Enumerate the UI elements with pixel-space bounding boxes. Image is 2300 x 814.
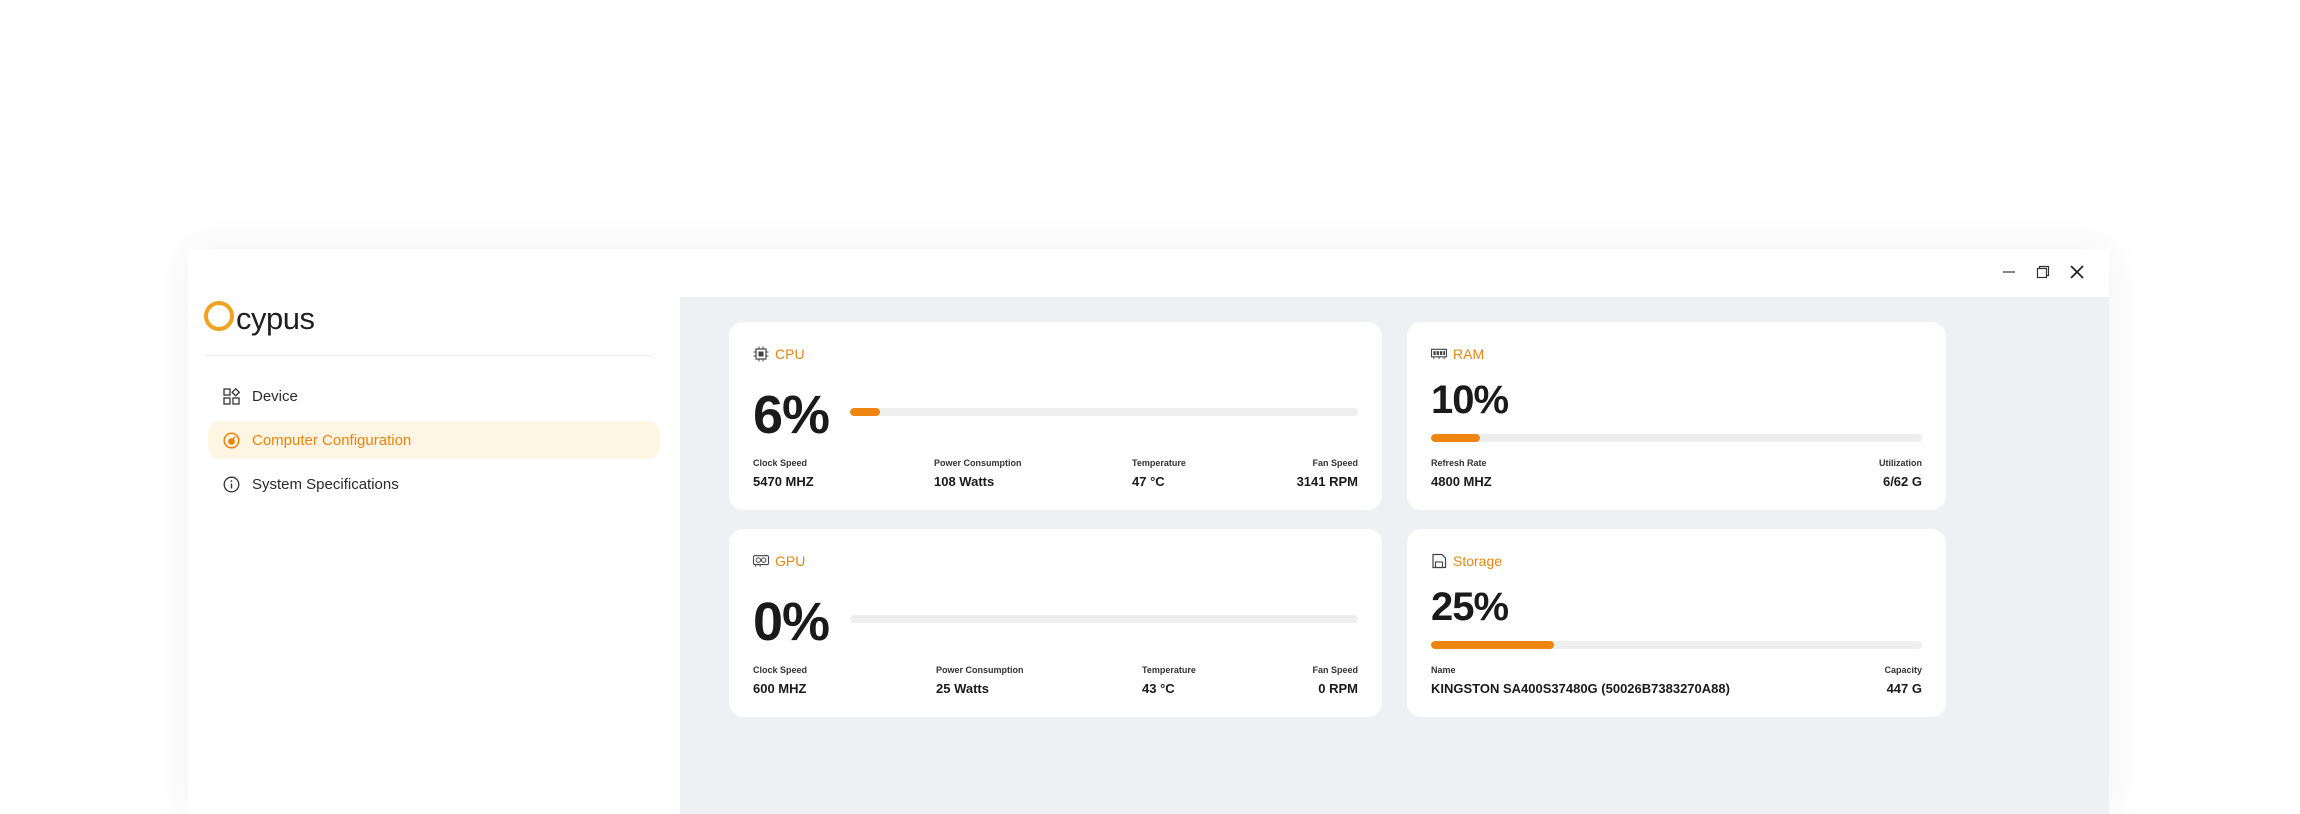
main-content: CPU 6% Clock Speed 5470 MHZ Power Consum…: [680, 297, 2109, 814]
stat-value: 43 °C: [1142, 681, 1175, 696]
gpu-icon: [753, 553, 769, 569]
sidebar: cypus Device Compute: [188, 249, 680, 814]
sidebar-item-system-specifications[interactable]: System Specifications: [208, 465, 660, 503]
cpu-card-header: CPU: [753, 346, 805, 362]
stat-label: Refresh Rate: [1431, 458, 1487, 468]
stat-label: Temperature: [1142, 665, 1196, 675]
logo-text: cypus: [236, 301, 315, 336]
storage-name: Name KINGSTON SA400S37480G (50026B738327…: [1431, 665, 1730, 696]
app-logo: cypus: [204, 295, 315, 337]
stat-value: 6/62 G: [1882, 474, 1922, 489]
ram-icon: [1431, 346, 1447, 362]
sidebar-item-computer-configuration[interactable]: Computer Configuration: [208, 421, 660, 459]
stat-label: Fan Speed: [1312, 665, 1358, 675]
cpu-fan-speed: Fan Speed 3141 RPM: [1297, 458, 1358, 489]
cpu-usage-bar: [850, 408, 1358, 416]
storage-card-header: Storage: [1431, 553, 1502, 569]
stat-label: Clock Speed: [753, 458, 808, 468]
ram-card-header: RAM: [1431, 346, 1484, 362]
storage-icon: [1431, 553, 1447, 569]
stat-value: 108 Watts: [934, 474, 995, 489]
grid-icon: [222, 387, 240, 405]
gpu-usage-percent: 0%: [753, 592, 830, 652]
ram-usage-percent: 10%: [1431, 378, 1509, 422]
stat-value: KINGSTON SA400S37480G (50026B7383270A88): [1431, 681, 1730, 696]
stat-label: Clock Speed: [753, 665, 808, 675]
ram-usage-bar: [1431, 434, 1922, 442]
storage-title: Storage: [1453, 553, 1503, 569]
sidebar-item-label: System Specifications: [252, 475, 399, 493]
gpu-usage-bar: [850, 615, 1358, 623]
cpu-temperature: Temperature 47 °C: [1132, 458, 1186, 489]
app-window: cypus Device Compute: [188, 249, 2109, 814]
gpu-clock-speed: Clock Speed 600 MHZ: [753, 665, 807, 696]
storage-card: Storage 25% Name KINGSTON SA400S37480G (…: [1407, 529, 1946, 717]
gpu-power-consumption: Power Consumption 25 Watts: [936, 665, 1024, 696]
storage-capacity: Capacity 447 G: [1884, 665, 1922, 696]
storage-usage-percent: 25%: [1431, 585, 1509, 629]
stat-value: 47 °C: [1132, 474, 1165, 489]
sidebar-item-label: Computer Configuration: [252, 431, 412, 449]
cpu-power-consumption: Power Consumption 108 Watts: [934, 458, 1022, 489]
sidebar-divider: [206, 355, 652, 356]
ram-utilization: Utilization 6/62 G: [1879, 458, 1922, 489]
stat-label: Temperature: [1132, 458, 1186, 468]
cpu-title: CPU: [775, 346, 805, 362]
cpu-clock-speed: Clock Speed 5470 MHZ: [753, 458, 814, 489]
stat-value: 3141 RPM: [1296, 474, 1358, 489]
gauge-icon: [222, 431, 240, 449]
logo-ring-icon: [204, 301, 234, 331]
stat-label: Fan Speed: [1312, 458, 1358, 468]
ram-card: RAM 10% Refresh Rate 4800 MHZ Utilizatio…: [1407, 322, 1946, 510]
sidebar-item-label: Device: [252, 387, 298, 405]
stat-label: Name: [1431, 665, 1456, 675]
cpu-icon: [753, 346, 769, 362]
stat-value: 447 G: [1886, 681, 1922, 696]
sidebar-item-device[interactable]: Device: [208, 377, 660, 415]
gpu-card: GPU 0% Clock Speed 600 MHZ Power Consump…: [729, 529, 1382, 717]
cpu-usage-percent: 6%: [753, 385, 830, 445]
gpu-temperature: Temperature 43 °C: [1142, 665, 1196, 696]
stat-label: Capacity: [1884, 665, 1922, 675]
ram-usage-bar-fill: [1431, 434, 1481, 442]
stat-label: Power Consumption: [934, 458, 1022, 468]
cpu-card: CPU 6% Clock Speed 5470 MHZ Power Consum…: [729, 322, 1382, 510]
info-icon: [222, 475, 240, 493]
gpu-title: GPU: [775, 553, 806, 569]
close-icon[interactable]: [2067, 262, 2087, 282]
window-controls: [1999, 262, 2087, 282]
stat-value: 0 RPM: [1318, 681, 1358, 696]
stat-value: 5470 MHZ: [753, 474, 814, 489]
ram-title: RAM: [1453, 346, 1485, 362]
stat-value: 4800 MHZ: [1431, 474, 1492, 489]
gpu-fan-speed: Fan Speed 0 RPM: [1312, 665, 1358, 696]
minimize-icon[interactable]: [1999, 262, 2019, 282]
storage-usage-bar-fill: [1431, 641, 1554, 649]
stat-value: 600 MHZ: [753, 681, 807, 696]
cpu-usage-bar-fill: [850, 408, 881, 416]
stat-value: 25 Watts: [936, 681, 989, 696]
storage-usage-bar: [1431, 641, 1922, 649]
ram-refresh-rate: Refresh Rate 4800 MHZ: [1431, 458, 1492, 489]
stat-label: Power Consumption: [936, 665, 1024, 675]
gpu-card-header: GPU: [753, 553, 805, 569]
restore-icon[interactable]: [2033, 262, 2053, 282]
stat-label: Utilization: [1879, 458, 1922, 468]
